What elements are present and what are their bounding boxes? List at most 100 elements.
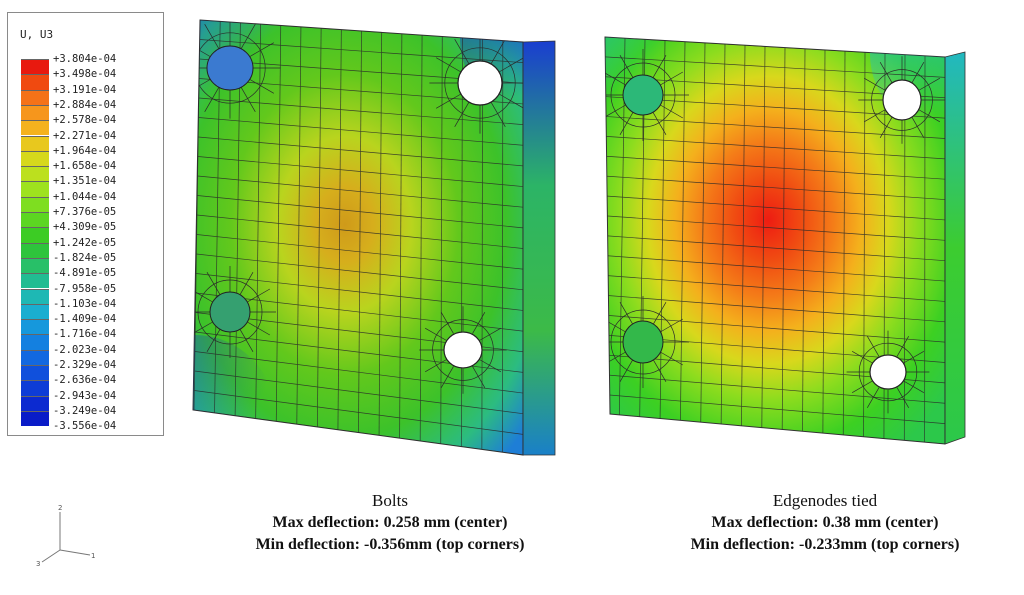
mesh-line — [197, 175, 523, 208]
hole-mesh-spoke — [866, 387, 880, 409]
hole-mesh-spoke — [472, 366, 486, 389]
hole-mesh-ring — [197, 279, 263, 345]
mesh-line — [197, 156, 523, 187]
axis-1-label: 1 — [91, 552, 95, 560]
min-deflection-text: Min deflection: -0.233mm (top corners) — [690, 536, 960, 553]
legend-value-label: +1.964e-04 — [53, 144, 117, 157]
mesh-line — [198, 117, 523, 146]
bolt-hole-top-right — [882, 79, 922, 121]
caption-title: Edgenodes tied — [772, 491, 878, 510]
hole-mesh-spoke — [206, 329, 221, 353]
legend-value-label: -2.329e-04 — [53, 359, 117, 371]
mesh-line — [605, 116, 945, 139]
mesh-line — [659, 40, 666, 420]
caption-title: Bolts — [372, 491, 408, 510]
axis-1-line — [59, 549, 91, 556]
mesh-line — [605, 314, 945, 343]
legend-swatch — [21, 365, 49, 381]
mesh-line — [196, 234, 523, 270]
mesh-line — [196, 214, 523, 249]
mesh-line — [605, 195, 945, 221]
hole-mesh-spoke — [918, 77, 941, 91]
legend-swatch — [21, 380, 49, 396]
hole-mesh-spoke — [247, 321, 271, 336]
hole-mesh-spoke — [605, 71, 626, 86]
mesh-line — [842, 51, 846, 436]
axis-triad: 2 1 3 — [36, 504, 95, 568]
hole-mesh-spoke — [490, 101, 506, 127]
hole-mesh-spoke — [619, 112, 634, 136]
hole-mesh-spoke — [239, 329, 254, 353]
hole-mesh-spoke — [660, 351, 684, 366]
mesh-line — [605, 135, 945, 160]
mesh-line — [680, 41, 686, 422]
contour-legend: U, U3 +3.804e-04 +3.498e-04 +3.191e-04 +2.8… — [7, 12, 164, 436]
legend-value-label: -1.103e-04 — [53, 297, 117, 310]
hole-mesh-spoke — [440, 366, 454, 389]
mesh-line — [822, 49, 826, 434]
legend-swatch — [21, 395, 49, 411]
hole-mesh-spoke — [879, 61, 893, 84]
bolt-hole-bottom-right — [869, 354, 907, 390]
hole-mesh-spoke — [240, 86, 256, 112]
hole-mesh-spoke — [206, 271, 221, 295]
legend-value-label: -4.891e-05 — [53, 267, 117, 280]
mesh-line — [193, 409, 523, 455]
mesh-line — [605, 215, 945, 241]
hole-mesh-spoke — [851, 380, 873, 394]
legend-swatch — [21, 334, 49, 350]
mesh-line — [195, 292, 523, 332]
hole-mesh-spoke — [239, 271, 254, 295]
mesh-line — [863, 52, 866, 437]
legend-title: U, U3 — [20, 28, 54, 41]
legend-swatch — [21, 166, 49, 182]
axis-2-label: 2 — [58, 504, 62, 512]
hole-mesh-spoke — [436, 93, 462, 109]
legend-swatch — [21, 212, 49, 228]
legend-swatch — [21, 410, 49, 427]
mesh-line — [605, 235, 945, 262]
hole-mesh-ring — [610, 62, 676, 128]
hole-mesh-spoke — [660, 104, 684, 119]
legend-swatch — [21, 74, 49, 90]
mesh-line — [196, 273, 523, 311]
legend-value-label: +3.804e-04 — [53, 53, 117, 65]
mesh-line — [741, 45, 746, 427]
legend-swatch — [21, 319, 49, 335]
legend-value-label: +1.351e-04 — [53, 175, 117, 188]
hole-mesh-spoke — [903, 350, 925, 364]
bolt-hole-top-left — [206, 45, 254, 91]
legend-value-label: +7.376e-05 — [53, 206, 117, 218]
legend-value-label: +4.309e-05 — [53, 221, 117, 234]
legend-color-bar — [21, 59, 49, 435]
legend-value-label: +2.884e-04 — [53, 98, 117, 111]
legend-swatch — [21, 349, 49, 365]
hole-mesh-spoke — [863, 109, 886, 123]
hole-mesh-spoke — [479, 327, 502, 341]
hole-mesh-spoke — [479, 359, 502, 373]
hole-mesh-spoke — [660, 71, 684, 86]
hole-mesh-spoke — [903, 380, 925, 394]
hole-mesh-spoke — [498, 93, 523, 109]
legend-value-label: -2.636e-04 — [53, 374, 117, 387]
bolt-hole-top-left — [622, 74, 664, 116]
hole-mesh-spoke — [247, 288, 271, 303]
max-deflection-text: Max deflection: 0.38 mm (center) — [711, 514, 939, 531]
legend-swatch — [21, 303, 49, 320]
mesh-line — [720, 44, 726, 425]
axis-3-line — [41, 549, 61, 563]
legend-swatch — [21, 89, 49, 105]
bolts-plate-view — [192, 19, 556, 456]
mesh-line — [781, 47, 786, 430]
hole-mesh-spoke — [619, 359, 634, 383]
mesh-line — [605, 56, 945, 78]
hole-mesh-spoke — [866, 335, 880, 357]
hole-mesh-spoke — [204, 24, 220, 50]
legend-value-label: -1.716e-04 — [53, 328, 117, 341]
hole-mesh-spoke — [660, 318, 684, 333]
hole-mesh-spoke — [652, 301, 667, 325]
legend-value-label: +1.242e-05 — [53, 236, 117, 249]
axis-3-label: 3 — [36, 560, 40, 568]
mesh-line — [700, 42, 706, 423]
hole-mesh-spoke — [490, 39, 506, 65]
